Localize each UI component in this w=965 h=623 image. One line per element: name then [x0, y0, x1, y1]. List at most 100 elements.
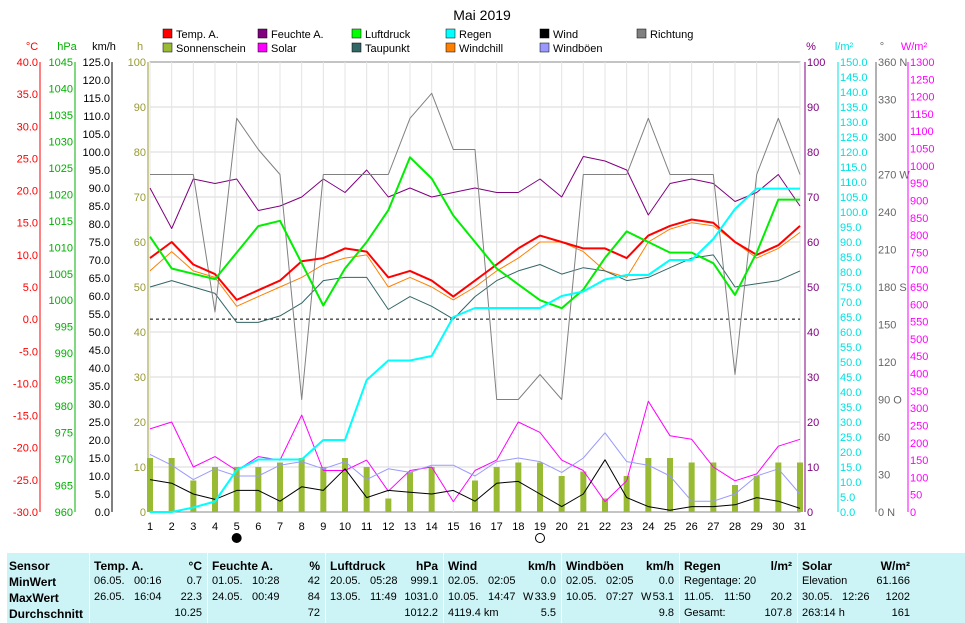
sunshine-bar — [320, 467, 327, 512]
stats-rain-max-date: 11.05. — [684, 591, 714, 603]
sunshine-bar — [515, 462, 522, 512]
x-tick-label: 8 — [299, 521, 305, 533]
stats-gust-min-date: 02.05. — [566, 575, 597, 587]
statistics-panel: Sensor MinWert MaxWert Durchschnitt Temp… — [7, 553, 965, 623]
axis-tick-label: 960 — [55, 507, 73, 519]
axis-tick-label: 145.0 — [840, 72, 868, 84]
stats-rain-header: Regen — [684, 559, 721, 573]
stats-rain-unit: l/m² — [770, 559, 792, 573]
axis-tick-label: 75.0 — [89, 237, 110, 249]
axis-tick-label: 800 — [910, 230, 928, 242]
stats-temp-max-time: 16:04 — [134, 591, 162, 603]
axis-tick-label: 80 — [134, 147, 146, 159]
stats-pressure-max-time: 11:49 — [370, 591, 397, 603]
sunshine-bar — [342, 458, 348, 512]
axis-tick-label: 80.0 — [89, 219, 110, 231]
legend-swatch — [162, 42, 173, 53]
axis-tick-label: 1020 — [49, 189, 73, 201]
x-tick-label: 7 — [277, 521, 283, 533]
axis-wind: 0.0 5.0 10.0 15.0 20.0 25.0 30.0 35.0 40.0 45.0 50… — [82, 41, 115, 519]
axis-tick-label: 1045 — [49, 57, 73, 69]
axis-tick-label: 150 — [878, 320, 896, 332]
axis-unit-label: l/m² — [835, 41, 854, 53]
axis-tick-label: 10.0 — [840, 477, 861, 489]
axis-tick-label: -30.0 — [13, 507, 38, 519]
axis-tick-label: 80 — [807, 147, 819, 159]
stats-rain-max-value: 20.2 — [770, 591, 792, 603]
x-tick-label: 27 — [707, 521, 719, 533]
legend-item: Regen — [445, 28, 491, 41]
axis-tick-label: 100.0 — [840, 207, 868, 219]
x-tick-label: 14 — [426, 521, 438, 533]
axis-tick-label: 0 — [807, 507, 813, 519]
series-line-richtung — [150, 92, 801, 400]
axis-tick-label: -25.0 — [13, 475, 38, 487]
stats-temp-min-time: 00:16 — [134, 575, 162, 587]
axis-tick-label: 40 — [134, 327, 146, 339]
axis-tick-label: 130.0 — [840, 117, 868, 129]
x-tick-label: 5 — [234, 521, 240, 533]
axis-tick-label: 1015 — [49, 216, 73, 228]
axis-tick-label: 600 — [910, 299, 928, 311]
moon-full-icon — [535, 533, 545, 543]
sunshine-bar — [385, 498, 392, 512]
stats-wind-max-date: 10.05. — [448, 591, 479, 603]
axis-tick-label: 250 — [910, 420, 928, 432]
stats-pressure-min-time: 05:28 — [370, 575, 398, 587]
legend-swatch — [257, 28, 268, 39]
axis-tick-label: 900 — [910, 195, 928, 207]
axis-tick-label: 1250 — [910, 74, 934, 86]
legend-swatch — [257, 42, 268, 53]
axis-tick-label: 40.0 — [840, 387, 861, 399]
axis-tick-label: 20.0 — [840, 447, 861, 459]
stats-rain-total-label: Gesamt: — [684, 607, 726, 619]
axis-tick-label: 550 — [910, 317, 928, 329]
axis-tick-label: 120.0 — [82, 75, 110, 87]
axis-tick-label: 350 — [910, 386, 928, 398]
axis-tick-label: 300 — [878, 132, 896, 144]
axis-tick-label: 1000 — [910, 161, 934, 173]
axis-humidity: 0 10 20 30 40 50 60 70 80 90 100% — [804, 41, 825, 519]
series-line-windchill — [149, 222, 801, 307]
stats-wind-unit: km/h — [527, 559, 556, 573]
stats-solar-avg-value: 161 — [891, 607, 910, 619]
x-tick-label: 3 — [190, 521, 196, 533]
stats-pressure-column: Luftdruck hPa 20.05. 05:28 999.1 13.05. … — [325, 553, 442, 623]
axis-tick-label: 15.0 — [840, 462, 861, 474]
axis-tick-label: 60.0 — [840, 327, 861, 339]
x-tick-label: 4 — [212, 521, 218, 533]
axis-tick-label: 75.0 — [840, 282, 861, 294]
axis-tick-label: 100 — [910, 472, 928, 484]
axis-tick-label: 10 — [807, 462, 819, 474]
legend-label: Windchill — [459, 43, 503, 55]
axis-tick-label: 110.0 — [840, 177, 867, 189]
axis-tick-label: 40.0 — [17, 57, 38, 69]
stats-rain-days: Regentage: 20 — [684, 575, 757, 587]
stats-gust-max-time: 07:27 — [606, 591, 634, 603]
legend-item: Feuchte A. — [257, 28, 324, 41]
stats-humidity-max-value: 84 — [307, 591, 320, 603]
axis-unit-label: % — [806, 41, 816, 53]
axis-tick-label: 330 — [878, 95, 896, 107]
axis-tick-label: 5.0 — [23, 282, 38, 294]
axis-tick-label: 115.0 — [83, 93, 110, 105]
axis-tick-label: 55.0 — [840, 342, 861, 354]
stats-humidity-column: Feuchte A. % 01.05. 10:28 42 24.05. 00:4… — [207, 553, 324, 623]
axis-tick-label: 20.0 — [17, 186, 38, 198]
stats-pressure-max-value: 1031.0 — [404, 591, 438, 603]
stats-solar-sunshine-hours: 263:14 h — [802, 607, 845, 619]
axis-tick-label: 990 — [55, 348, 73, 360]
axis-tick-label: 95.0 — [89, 165, 110, 177]
axis-tick-label: 15.0 — [17, 218, 38, 230]
axis-tick-label: 60 — [878, 432, 890, 444]
axis-tick-label: 30.0 — [840, 417, 861, 429]
legend-swatch — [351, 42, 362, 53]
series-line-solar — [149, 400, 801, 503]
stats-pressure-header: Luftdruck — [330, 559, 386, 573]
axis-unit-label: h — [137, 41, 143, 53]
axis-tick-label: 1005 — [49, 269, 73, 281]
sunshine-bar — [212, 467, 218, 512]
axis-tick-label: 140.0 — [840, 87, 868, 99]
stats-rain-total-value: 107.8 — [764, 607, 792, 619]
axis-tick-label: 20 — [134, 417, 146, 429]
